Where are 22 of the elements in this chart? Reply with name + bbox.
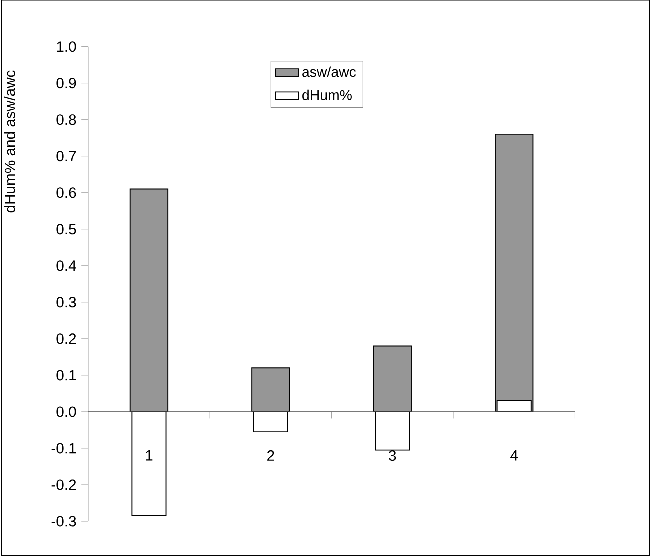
legend-label: asw/awc xyxy=(302,66,356,78)
y-tick-label: -0.3 xyxy=(52,516,76,527)
y-tick-label: -0.2 xyxy=(52,480,76,490)
y-tick-label: 1.0 xyxy=(57,41,76,52)
x-tick-label: 4 xyxy=(510,450,518,461)
x-tick-label: 1 xyxy=(146,450,153,461)
y-tick-label: 0.7 xyxy=(56,150,76,162)
y-tick-label: -0.1 xyxy=(52,443,76,454)
y-tick-label: 0.4 xyxy=(56,260,76,271)
y-tick-label: 0.9 xyxy=(56,78,76,88)
y-tick-label: 0.3 xyxy=(56,296,76,308)
bar xyxy=(495,134,534,412)
y-tick-label: 0.8 xyxy=(56,114,76,125)
y-tick-label: 0.5 xyxy=(56,224,76,234)
x-tick-label: 3 xyxy=(389,450,396,461)
y-tick-label: 0.6 xyxy=(56,187,76,198)
y-tick-label: 0.0 xyxy=(56,406,76,418)
y-tick-label: 0.1 xyxy=(56,370,76,381)
y-axis-title: dHum% and asw/awc xyxy=(4,70,16,212)
legend-label: dHum% xyxy=(302,90,352,100)
x-tick-label: 2 xyxy=(268,450,274,461)
y-tick-label: 0.2 xyxy=(56,334,76,344)
